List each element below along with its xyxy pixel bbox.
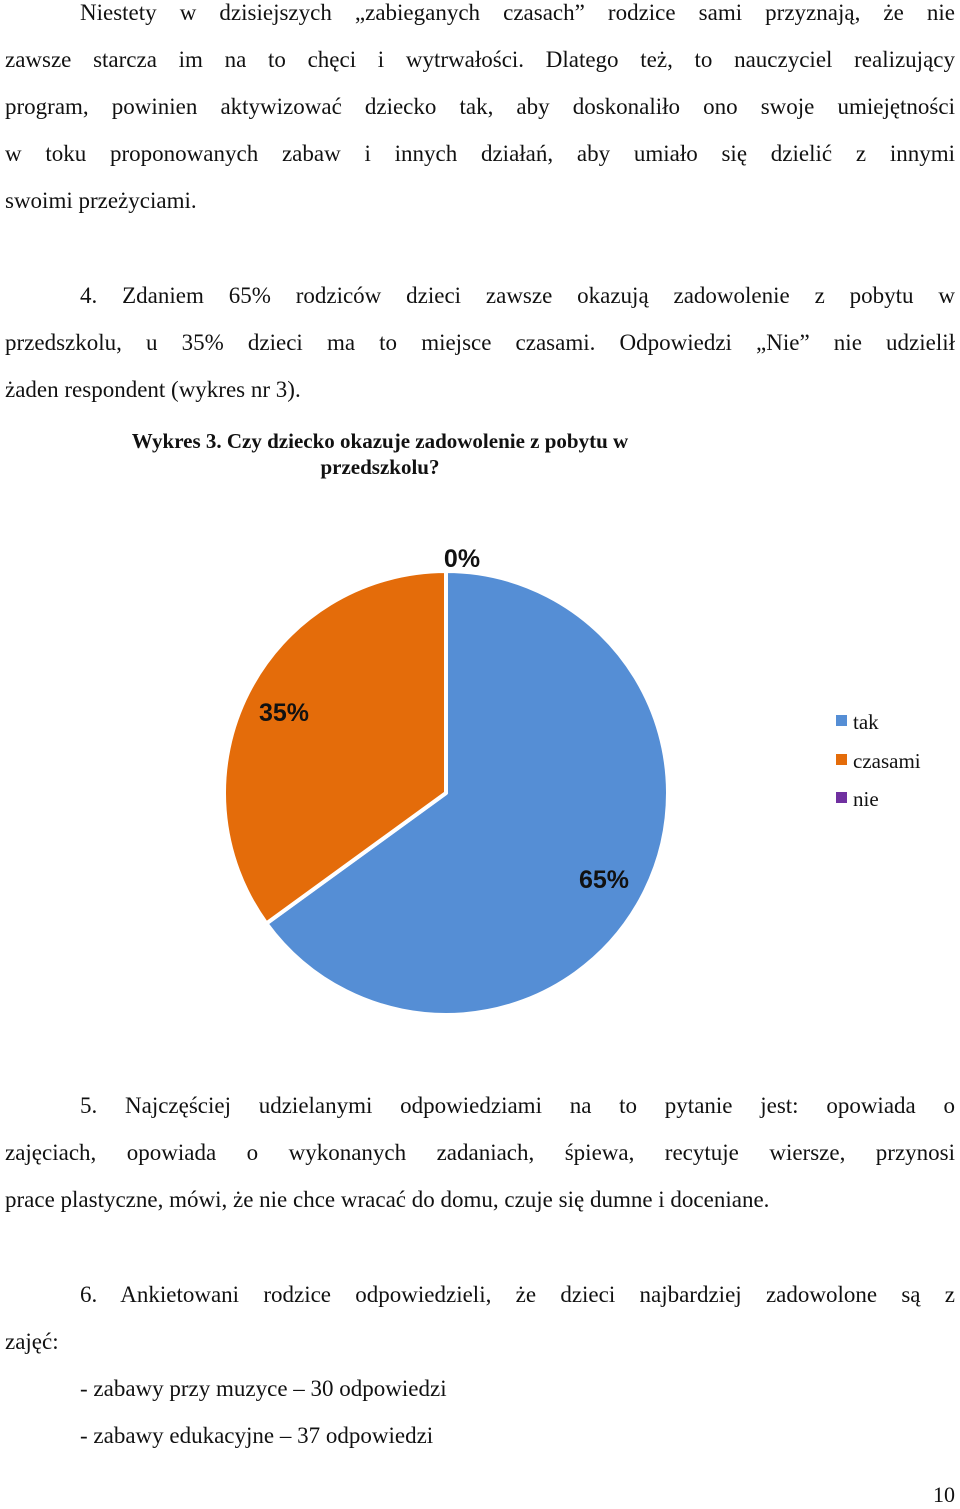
paragraph-4: 4. Zdaniem 65% rodziców dzieci zawsze ok… [5,272,955,413]
paragraph-6: 6. Ankietowani rodzice odpowiedzieli, że… [5,1271,955,1365]
pie-slice-tak [264,569,670,1017]
text-line: prace plastyczne, mówi, że nie chce wrac… [5,1187,770,1212]
chart-title: Wykres 3. Czy dziecko okazuje zadowoleni… [131,429,629,479]
legend-swatch-tak [836,715,847,726]
list-item: - zabawy przy muzyce – 30 odpowiedzi [80,1376,447,1401]
text-line: 5. Najczęściej udzielanymi odpowiedziami… [80,1093,955,1118]
legend-label-czasami: czasami [853,749,921,773]
text-line: 6. Ankietowani rodzice odpowiedzieli, że… [80,1282,955,1307]
pie-slice-czasami [222,569,448,926]
page-number: 10 [933,1482,955,1507]
intro-paragraph: Niestety w dzisiejszych „zabieganych cza… [5,0,955,224]
text-line: zajęć: [5,1329,59,1354]
text-line: żaden respondent (wykres nr 3). [5,377,301,402]
legend-swatch-nie [836,792,847,803]
text-line: swoimi przeżyciami. [5,188,197,213]
text-line: Niestety w dzisiejszych „zabieganych cza… [80,0,955,25]
data-label-tak: 65% [579,866,629,894]
legend: tak czasami nie [836,710,921,811]
text-line: w toku proponowanych zabaw i innych dzia… [5,141,955,166]
paragraph-5: 5. Najczęściej udzielanymi odpowiedziami… [5,1082,955,1223]
text-line: 4. Zdaniem 65% rodziców dzieci zawsze ok… [80,283,955,308]
legend-label-tak: tak [853,710,879,734]
text-line: zajęciach, opowiada o wykonanych zadania… [5,1140,955,1165]
data-label-czasami: 35% [259,699,309,727]
legend-swatch-czasami [836,754,847,765]
text-line: program, powinien aktywizować dziecko ta… [5,94,955,119]
list-item: - zabawy edukacyjne – 37 odpowiedzi [80,1423,434,1448]
data-label-nie: 0% [444,545,480,573]
legend-label-nie: nie [853,787,879,811]
pie-chart: 65% 35% 0% tak czasami nie [222,545,921,1017]
text-line: przedszkolu, u 35% dzieci ma to miejsce … [5,330,955,355]
text-line: zawsze starcza im na to chęci i wytrwało… [5,47,955,72]
